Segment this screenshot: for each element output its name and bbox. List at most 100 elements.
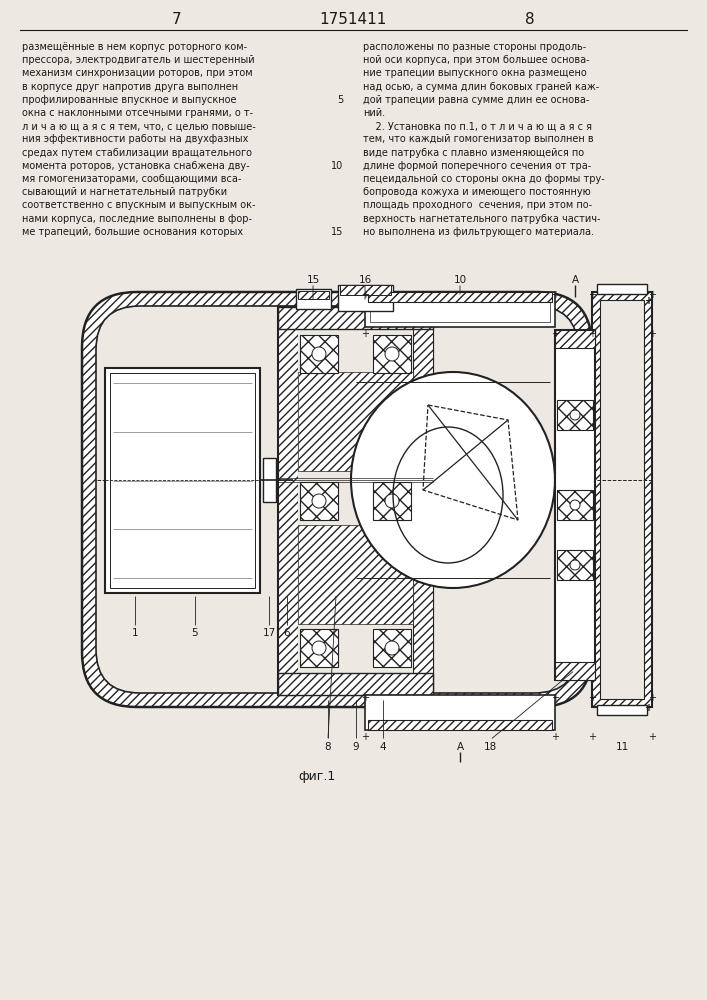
Text: +: +	[588, 329, 596, 339]
Text: размещённые в нем корпус роторного ком-: размещённые в нем корпус роторного ком-	[22, 42, 247, 52]
Text: 15: 15	[306, 275, 320, 285]
FancyBboxPatch shape	[96, 306, 578, 693]
Circle shape	[570, 500, 580, 510]
Bar	[300, 482, 338, 520]
Bar	[278, 307, 433, 695]
Bar	[373, 335, 411, 373]
Text: верхность нагнетательного патрубка частич-: верхность нагнетательного патрубка части…	[363, 214, 600, 224]
Text: +: +	[361, 732, 369, 742]
Bar	[373, 482, 411, 520]
Circle shape	[385, 494, 399, 508]
Bar	[555, 330, 595, 348]
Text: профилированные впускное и выпускное: профилированные впускное и выпускное	[22, 95, 237, 105]
Text: +: +	[551, 732, 559, 742]
Bar	[413, 307, 433, 695]
Text: 9: 9	[353, 742, 359, 752]
Bar	[298, 525, 413, 624]
Bar	[110, 373, 255, 588]
Text: +: +	[648, 329, 656, 339]
Text: 1751411: 1751411	[320, 12, 387, 27]
FancyBboxPatch shape	[82, 292, 592, 707]
Text: 1: 1	[132, 628, 139, 638]
Text: ной оси корпуса, при этом большее основа-: ной оси корпуса, при этом большее основа…	[363, 55, 590, 65]
Text: тем, что каждый гомогенизатор выполнен в: тем, что каждый гомогенизатор выполнен в	[363, 134, 594, 144]
Text: +: +	[644, 703, 652, 713]
Bar	[597, 284, 647, 294]
Bar	[277, 458, 290, 502]
Circle shape	[385, 347, 399, 361]
Bar	[557, 400, 593, 430]
Ellipse shape	[351, 372, 555, 588]
Bar	[278, 307, 298, 695]
Text: A: A	[571, 275, 578, 285]
Text: 5: 5	[192, 628, 198, 638]
Text: +: +	[648, 732, 656, 742]
Text: момента роторов, установка снабжена дву-: момента роторов, установка снабжена дву-	[22, 161, 250, 171]
Text: фиг.1: фиг.1	[298, 770, 335, 783]
Bar	[557, 550, 593, 580]
Text: A: A	[457, 742, 464, 752]
Text: 17: 17	[262, 628, 276, 638]
Text: прессора, электродвигатель и шестеренный: прессора, электродвигатель и шестеренный	[22, 55, 255, 65]
Text: ний.: ний.	[363, 108, 385, 118]
Text: механизм синхронизации роторов, при этом: механизм синхронизации роторов, при этом	[22, 68, 252, 78]
Text: в корпусе друг напротив друга выполнен: в корпусе друг напротив друга выполнен	[22, 82, 238, 92]
Text: 16: 16	[358, 275, 372, 285]
Text: 11: 11	[615, 742, 629, 752]
Text: 18: 18	[484, 742, 496, 752]
Text: средах путем стабилизации вращательного: средах путем стабилизации вращательного	[22, 148, 252, 158]
Bar	[555, 662, 595, 680]
Text: ме трапеций, большие основания которых: ме трапеций, большие основания которых	[22, 227, 243, 237]
Bar	[298, 291, 329, 299]
Text: ния эффективности работы на двухфазных: ния эффективности работы на двухфазных	[22, 134, 248, 144]
Text: 2. Установка по п.1, о т л и ч а ю щ а я с я: 2. Установка по п.1, о т л и ч а ю щ а я…	[363, 121, 592, 131]
Text: нами корпуса, последние выполнены в фор-: нами корпуса, последние выполнены в фор-	[22, 214, 252, 224]
Bar	[600, 300, 644, 699]
Text: соответственно с впускным и выпускным ок-: соответственно с впускным и выпускным ок…	[22, 200, 255, 210]
Text: сывающий и нагнетательный патрубки: сывающий и нагнетательный патрубки	[22, 187, 227, 197]
Bar	[555, 330, 595, 680]
Text: 8: 8	[525, 12, 535, 27]
Circle shape	[312, 641, 326, 655]
Text: +: +	[551, 693, 559, 703]
Text: мя гомогенизаторами, сообщающими вса-: мя гомогенизаторами, сообщающими вса-	[22, 174, 241, 184]
Text: 7: 7	[172, 12, 182, 27]
Text: ние трапеции выпускного окна размещено: ние трапеции выпускного окна размещено	[363, 68, 587, 78]
Text: +: +	[361, 290, 369, 300]
Bar	[365, 292, 555, 327]
Text: 4: 4	[380, 742, 386, 752]
Text: 10: 10	[453, 275, 467, 285]
Circle shape	[312, 494, 326, 508]
Text: но выполнена из фильтрующего материала.: но выполнена из фильтрующего материала.	[363, 227, 594, 237]
Text: 5: 5	[337, 95, 343, 105]
Bar	[370, 297, 550, 322]
Text: дой трапеции равна сумме длин ее основа-: дой трапеции равна сумме длин ее основа-	[363, 95, 590, 105]
Text: бопровода кожуха и имеющего постоянную: бопровода кожуха и имеющего постоянную	[363, 187, 591, 197]
Text: 10: 10	[331, 161, 343, 171]
Text: +: +	[644, 296, 652, 306]
Text: 6: 6	[284, 628, 291, 638]
Bar	[278, 673, 433, 695]
Text: +: +	[648, 693, 656, 703]
Text: +: +	[588, 732, 596, 742]
Text: виде патрубка с плавно изменяющейся по: виде патрубка с плавно изменяющейся по	[363, 148, 584, 158]
Bar	[368, 292, 552, 302]
Bar	[597, 705, 647, 715]
Text: +: +	[361, 693, 369, 703]
Text: над осью, а сумма длин боковых граней каж-: над осью, а сумма длин боковых граней ка…	[363, 82, 600, 92]
Text: окна с наклонными отсечными гранями, о т-: окна с наклонными отсечными гранями, о т…	[22, 108, 253, 118]
Text: 8: 8	[325, 742, 332, 752]
Bar	[105, 368, 260, 593]
Text: 15: 15	[331, 227, 343, 237]
Bar	[340, 285, 391, 295]
Text: пецеидальной со стороны окна до формы тру-: пецеидальной со стороны окна до формы тр…	[363, 174, 604, 184]
Bar	[373, 629, 411, 667]
Text: +: +	[588, 693, 596, 703]
Text: расположены по разные стороны продоль-: расположены по разные стороны продоль-	[363, 42, 586, 52]
Text: +: +	[551, 290, 559, 300]
Text: +: +	[648, 290, 656, 300]
Text: +: +	[551, 329, 559, 339]
Bar	[368, 720, 552, 730]
Bar	[592, 292, 652, 707]
Bar	[298, 372, 413, 471]
